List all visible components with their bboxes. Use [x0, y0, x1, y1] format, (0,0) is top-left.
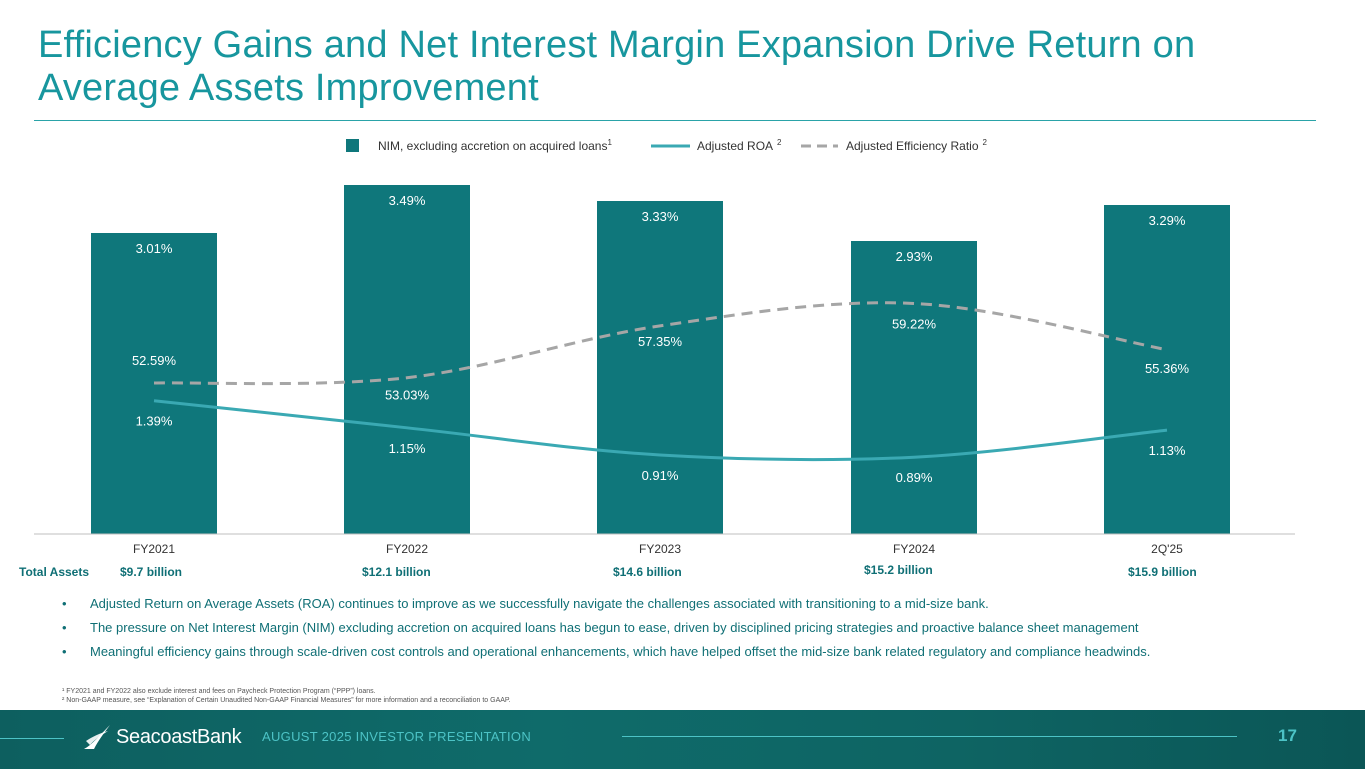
x-tick-label: FY2023 — [639, 542, 681, 556]
bullet-item: • The pressure on Net Interest Margin (NI… — [62, 616, 1322, 640]
footer-rule-right — [622, 736, 1237, 737]
total-assets-label: Total Assets — [19, 565, 90, 579]
legend-label-roa-text: Adjusted ROA — [697, 139, 773, 153]
legend-label-nim-text: NIM, excluding accretion on acquired loa… — [378, 139, 607, 153]
page-number: 17 — [1278, 726, 1297, 745]
legend-label-roa: Adjusted ROA 2 — [697, 138, 782, 153]
efficiency-data-label: 53.03% — [385, 388, 430, 403]
adjusted-roa-line — [153, 399, 1168, 462]
nim-bar — [1104, 205, 1230, 534]
efficiency-data-label: 52.59% — [132, 353, 177, 368]
total-assets-value: $14.6 billion — [613, 565, 682, 579]
x-tick-label: 2Q'25 — [1151, 542, 1183, 556]
bullet-text: The pressure on Net Interest Margin (NIM… — [90, 620, 1139, 635]
total-assets-value: $9.7 billion — [120, 565, 183, 579]
footnotes: ¹ FY2021 and FY2022 also exclude interes… — [62, 687, 511, 705]
total-assets-value: $15.9 billion — [1128, 565, 1197, 579]
legend-label-nim-sup: 1 — [607, 138, 612, 147]
roa-data-label: 1.13% — [1149, 443, 1186, 458]
nim-data-label: 3.01% — [136, 241, 173, 256]
roa-data-label: 0.89% — [896, 470, 933, 485]
bullet-text: Meaningful efficiency gains through scal… — [90, 644, 1151, 659]
bullet-dot: • — [62, 596, 67, 611]
palm-icon — [84, 725, 110, 749]
chart-legend: NIM, excluding accretion on acquired loa… — [346, 138, 988, 153]
footnote-2: ² Non-GAAP measure, see “Explanation of … — [62, 697, 511, 704]
bullet-text: Adjusted Return on Average Assets (ROA) … — [90, 596, 989, 611]
x-axis-tick-labels: FY2021 FY2022 FY2023 FY2024 2Q'25 — [133, 542, 1183, 556]
bullet-dot: • — [62, 620, 67, 635]
x-tick-label: FY2021 — [133, 542, 175, 556]
nim-data-label: 2.93% — [896, 249, 933, 264]
nim-data-label: 3.29% — [1149, 213, 1186, 228]
key-points-list: • Adjusted Return on Average Assets (ROA)… — [62, 592, 1322, 664]
legend-label-eff-text: Adjusted Efficiency Ratio — [846, 139, 979, 153]
bullet-dot: • — [62, 644, 67, 659]
seacoast-logo: SeacoastBank — [82, 722, 242, 752]
footer-rule-left — [0, 738, 64, 739]
page-title: Efficiency Gains and Net Interest Margin… — [38, 24, 1196, 109]
legend-label-nim: NIM, excluding accretion on acquired loa… — [378, 138, 612, 153]
x-tick-label: FY2022 — [386, 542, 428, 556]
total-assets-value: $12.1 billion — [362, 565, 431, 579]
nim-data-label: 3.33% — [642, 209, 679, 224]
x-tick-label: FY2024 — [893, 542, 935, 556]
title-divider — [34, 120, 1316, 121]
legend-swatch-nim — [346, 139, 359, 152]
combo-chart: NIM, excluding accretion on acquired loa… — [34, 138, 1295, 556]
nim-bar — [851, 241, 977, 534]
data-labels: 3.01% 3.49% 3.33% 2.93% 3.29% 52.59% 53.03% 57.… — [132, 193, 1190, 485]
roa-data-label: 1.39% — [136, 414, 173, 429]
legend-label-eff-sup: 2 — [983, 138, 988, 147]
footnote-1: ¹ FY2021 and FY2022 also exclude interes… — [62, 688, 376, 695]
nim-bar — [597, 201, 723, 534]
efficiency-data-label: 59.22% — [892, 316, 937, 331]
bullet-item: • Adjusted Return on Average Assets (ROA)… — [62, 592, 1322, 616]
roa-data-label: 1.15% — [389, 441, 426, 456]
roa-data-label: 0.91% — [642, 468, 679, 483]
nim-data-label: 3.49% — [389, 193, 426, 208]
footer-bar: SeacoastBank AUGUST 2025 INVESTOR PRESEN… — [0, 710, 1365, 769]
efficiency-ratio-line — [153, 301, 1168, 386]
legend-label-eff: Adjusted Efficiency Ratio 2 — [846, 138, 988, 153]
total-assets-value: $15.2 billion — [864, 563, 933, 577]
logo-wordmark: SeacoastBank — [116, 725, 242, 748]
bullet-item: • Meaningful efficiency gains through sca… — [62, 640, 1322, 664]
efficiency-data-label: 57.35% — [638, 334, 683, 349]
bar-series-nim — [91, 185, 1230, 534]
legend-label-roa-sup: 2 — [777, 138, 782, 147]
efficiency-data-label: 55.36% — [1145, 361, 1190, 376]
nim-bar — [344, 185, 470, 534]
line-series — [153, 301, 1168, 462]
presentation-caption: AUGUST 2025 INVESTOR PRESENTATION — [262, 729, 532, 744]
